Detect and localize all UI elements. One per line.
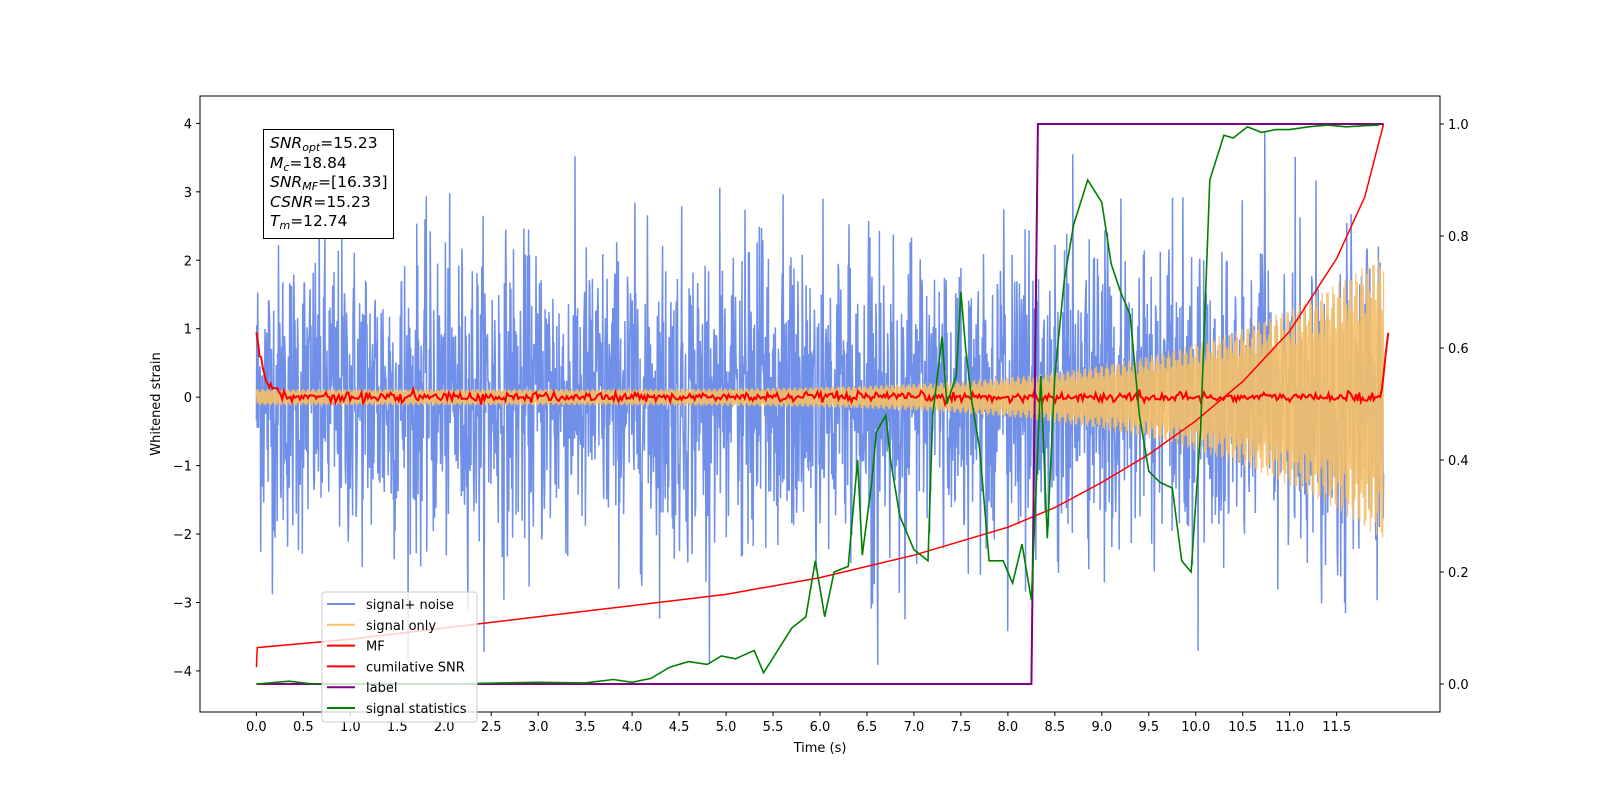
y-tick-label-right: 1.0 — [1448, 118, 1469, 133]
x-tick-label: 8.0 — [998, 720, 1019, 735]
x-tick-label: 0.0 — [246, 720, 267, 735]
x-tick-label: 5.5 — [763, 720, 784, 735]
x-tick-label: 10.0 — [1181, 720, 1210, 735]
parameter-info-box: SNRopt=15.23 Mc=18.84 SNRMF=[16.33] CSNR=15… — [263, 129, 394, 239]
x-tick-label: 11.0 — [1275, 720, 1304, 735]
info-line: Tm=12.74 — [270, 212, 348, 232]
y-tick-label-left: 4 — [184, 117, 192, 132]
y-tick-label-left: −2 — [173, 528, 192, 543]
info-line: SNRopt=15.23 — [270, 134, 378, 154]
legend-label: signal statistics — [366, 702, 467, 717]
x-tick-label: 3.5 — [575, 720, 596, 735]
series-mf-line — [255, 332, 1390, 408]
x-tick-label: 11.5 — [1322, 720, 1351, 735]
legend-label: MF — [366, 640, 385, 655]
x-tick-label: 9.0 — [1091, 720, 1112, 735]
y-axis-label-left: Whitened strain — [149, 352, 164, 455]
ticks-layer: 0.0 0.5 1.0 1.5 2.0 2.5 3.0 3.5 4.0 4.5 5.0 5.5 6.0 6… — [173, 117, 1469, 735]
x-tick-label: 10.5 — [1228, 720, 1257, 735]
info-line: CSNR=15.23 — [270, 192, 371, 211]
y-tick-label-left: −3 — [173, 596, 192, 611]
y-tick-label-right: 0.6 — [1448, 342, 1469, 357]
x-tick-label: 2.5 — [481, 720, 502, 735]
x-tick-label: 1.0 — [340, 720, 361, 735]
x-tick-label: 6.0 — [810, 720, 831, 735]
y-tick-label-right: 0.0 — [1448, 678, 1469, 693]
x-tick-label: 6.5 — [857, 720, 878, 735]
x-tick-label: 3.0 — [528, 720, 549, 735]
legend-label: signal only — [366, 619, 436, 634]
y-tick-label-right: 0.2 — [1448, 566, 1469, 581]
x-tick-label: 7.5 — [951, 720, 972, 735]
x-tick-label: 4.5 — [669, 720, 690, 735]
series-label-line — [256, 123, 1384, 685]
y-tick-label-left: 2 — [184, 254, 192, 269]
x-tick-label: 8.5 — [1045, 720, 1066, 735]
info-line: SNRMF=[16.33] — [270, 173, 388, 193]
legend-label: signal+ noise — [366, 598, 454, 613]
x-tick-label: 5.0 — [716, 720, 737, 735]
legend-label: cumilative SNR — [366, 660, 465, 675]
x-tick-label: 7.0 — [904, 720, 925, 735]
x-tick-label: 0.5 — [293, 720, 314, 735]
info-line: Mc=18.84 — [270, 153, 347, 174]
x-axis-label: Time (s) — [793, 741, 847, 756]
series-signal-statistics-line — [256, 124, 1379, 685]
y-tick-label-left: −1 — [173, 460, 192, 475]
y-tick-label-left: 1 — [184, 323, 192, 338]
x-tick-label: 9.5 — [1138, 720, 1159, 735]
legend-label: label — [366, 681, 397, 696]
y-tick-label-left: 3 — [184, 186, 192, 201]
legend-frame — [321, 591, 478, 723]
x-tick-label: 2.0 — [434, 720, 455, 735]
y-tick-label-left: −4 — [173, 665, 192, 680]
y-tick-label-right: 0.8 — [1448, 230, 1469, 245]
x-tick-label: 4.0 — [622, 720, 643, 735]
y-tick-label-left: 0 — [184, 391, 192, 406]
legend: signal+ noise signal only MF cumilative SNR… — [321, 591, 478, 723]
y-tick-label-right: 0.4 — [1448, 454, 1469, 469]
x-tick-label: 1.5 — [387, 720, 408, 735]
